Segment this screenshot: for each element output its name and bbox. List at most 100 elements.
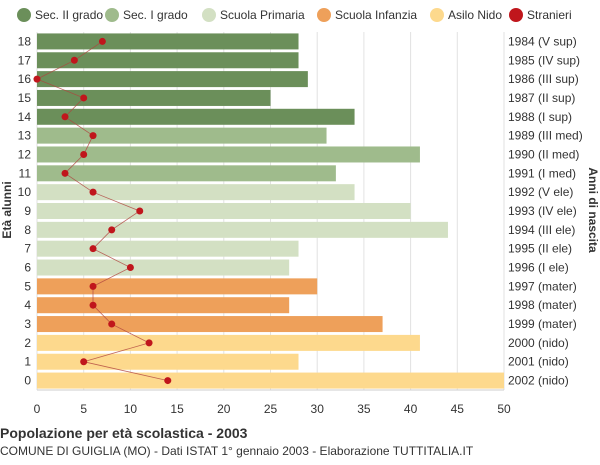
birth-label-6: 1996 (I ele) [508, 261, 569, 275]
birth-label-11: 1991 (I med) [508, 166, 576, 180]
legend-label-infanzia: Scuola Infanzia [335, 8, 417, 22]
x-tick-5: 5 [80, 402, 87, 416]
birth-label-18: 1984 (V sup) [508, 34, 577, 48]
bar-age-18 [37, 33, 299, 50]
stranieri-point-age-17 [70, 56, 78, 64]
x-tick-0: 0 [34, 402, 41, 416]
stranieri-point-age-9 [136, 207, 144, 215]
stranieri-point-age-16 [33, 75, 41, 83]
birth-year-axis-labels: 1984 (V sup) 1985 (IV sup) 1986 (III sup) 1… [508, 34, 583, 387]
age-label-18: 18 [18, 34, 32, 48]
x-tick-25: 25 [264, 402, 278, 416]
age-label-9: 9 [24, 204, 31, 218]
birth-label-12: 1990 (II med) [508, 147, 579, 161]
age-label-6: 6 [24, 261, 31, 275]
birth-label-1: 2001 (nido) [508, 355, 569, 369]
age-label-3: 3 [24, 317, 31, 331]
bar-age-3 [37, 316, 383, 333]
age-label-0: 0 [24, 374, 31, 388]
chart-bars [37, 33, 504, 389]
legend-marker-sec1 [105, 8, 119, 22]
stranieri-point-age-4 [89, 301, 97, 309]
legend-label-stranieri: Stranieri [527, 8, 572, 22]
birth-label-17: 1985 (IV sup) [508, 53, 580, 67]
bar-age-1 [37, 353, 299, 370]
birth-label-7: 1995 (II ele) [508, 242, 572, 256]
birth-label-3: 1999 (mater) [508, 317, 577, 331]
birth-label-13: 1989 (III med) [508, 129, 583, 143]
bar-age-9 [37, 203, 411, 219]
birth-label-8: 1994 (III ele) [508, 223, 575, 237]
stranieri-point-age-2 [145, 339, 153, 347]
age-label-13: 13 [18, 129, 32, 143]
x-axis-ticks: 0 5 10 15 20 25 30 35 40 45 50 [34, 402, 511, 416]
bar-age-0 [37, 372, 504, 389]
birth-label-2: 2000 (nido) [508, 336, 569, 350]
x-tick-45: 45 [451, 402, 465, 416]
bar-age-4 [37, 297, 290, 314]
legend-marker-nido [430, 8, 444, 22]
x-tick-30: 30 [311, 402, 325, 416]
age-label-8: 8 [24, 223, 31, 237]
x-tick-20: 20 [217, 402, 231, 416]
stranieri-point-age-6 [126, 264, 134, 272]
legend-marker-primaria [202, 8, 216, 22]
stranieri-point-age-5 [89, 282, 97, 290]
bar-age-17 [37, 52, 299, 69]
bar-age-7 [37, 240, 299, 257]
age-label-5: 5 [24, 279, 31, 293]
bar-age-15 [37, 89, 271, 106]
age-label-16: 16 [18, 72, 32, 86]
age-label-15: 15 [18, 91, 32, 105]
age-label-12: 12 [18, 147, 32, 161]
bar-age-13 [37, 127, 327, 144]
legend-label-primaria: Scuola Primaria [220, 8, 305, 22]
age-label-4: 4 [24, 298, 31, 312]
stranieri-point-age-11 [61, 169, 69, 177]
chart-subtitle: COMUNE DI GUIGLIA (MO) - Dati ISTAT 1° g… [0, 444, 474, 458]
birth-label-0: 2002 (nido) [508, 374, 569, 388]
age-label-10: 10 [18, 185, 32, 199]
stranieri-point-age-0 [164, 377, 172, 385]
stranieri-point-age-15 [80, 94, 88, 102]
legend-label-sec1: Sec. I grado [123, 8, 188, 22]
x-tick-40: 40 [404, 402, 418, 416]
bar-age-2 [37, 334, 420, 351]
stranieri-point-age-12 [80, 150, 88, 158]
stranieri-point-age-10 [89, 188, 97, 196]
stranieri-point-age-7 [89, 245, 97, 253]
legend-label-sec2: Sec. II grado [35, 8, 103, 22]
legend-marker-stranieri [509, 8, 523, 22]
bar-age-14 [37, 108, 355, 125]
bar-age-12 [37, 146, 420, 163]
age-label-7: 7 [24, 242, 31, 256]
legend-label-nido: Asilo Nido [448, 8, 502, 22]
birth-label-4: 1998 (mater) [508, 298, 577, 312]
stranieri-point-age-3 [108, 320, 116, 328]
age-label-17: 17 [18, 53, 32, 67]
age-label-2: 2 [24, 336, 31, 350]
bar-age-5 [37, 278, 318, 295]
age-label-1: 1 [24, 355, 31, 369]
stranieri-point-age-14 [61, 113, 69, 121]
birth-label-5: 1997 (mater) [508, 279, 577, 293]
bar-age-8 [37, 221, 448, 238]
stranieri-series [33, 37, 172, 385]
legend-marker-sec2 [17, 8, 31, 22]
y-axis-left-title: Età alunni [0, 181, 14, 238]
x-tick-10: 10 [124, 402, 138, 416]
birth-label-16: 1986 (III sup) [508, 72, 579, 86]
age-label-14: 14 [18, 110, 32, 124]
x-tick-15: 15 [170, 402, 184, 416]
stranieri-point-age-18 [98, 37, 106, 45]
x-tick-50: 50 [497, 402, 511, 416]
bar-age-16 [37, 71, 308, 88]
stranieri-point-age-1 [80, 358, 88, 366]
bar-age-10 [37, 184, 355, 201]
chart-legend: Sec. II grado Sec. I grado Scuola Primaria… [17, 8, 572, 22]
age-label-11: 11 [19, 166, 32, 180]
stranieri-point-age-8 [108, 226, 116, 234]
